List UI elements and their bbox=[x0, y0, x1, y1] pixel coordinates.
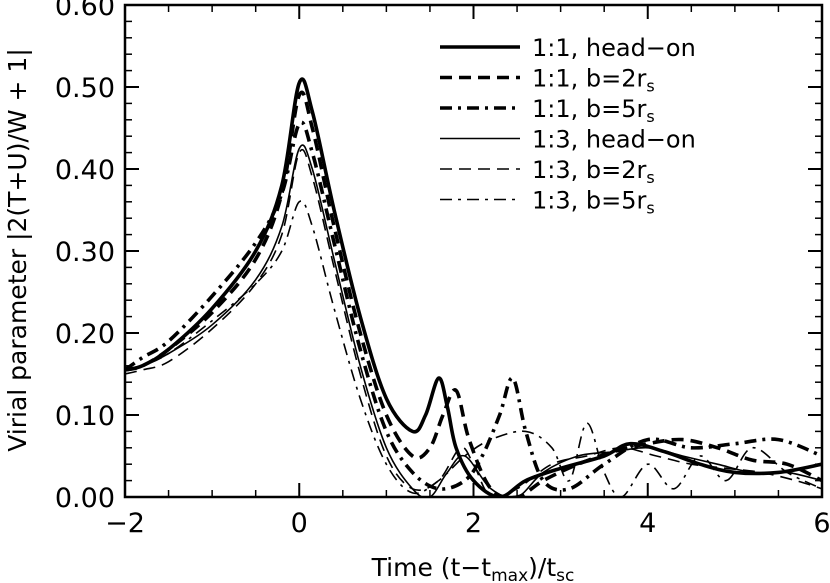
x-tick-label: 6 bbox=[813, 508, 830, 539]
series-line-2 bbox=[125, 90, 822, 497]
y-tick-label: 0.00 bbox=[55, 483, 115, 514]
x-tick-label: 0 bbox=[291, 508, 308, 539]
y-tick-label: 0.30 bbox=[55, 237, 115, 268]
series-line-1 bbox=[125, 77, 822, 497]
x-tick-label: 2 bbox=[465, 508, 482, 539]
y-axis-label: Virial parameter |2(T+U)/W + 1| bbox=[3, 48, 32, 452]
plot-frame bbox=[123, 3, 824, 499]
legend-label-1: 1:1, head−on bbox=[532, 34, 696, 62]
legend-label-6: 1:3, b=5rs bbox=[532, 187, 655, 218]
y-tick-label: 0.60 bbox=[55, 0, 115, 22]
legend-label-4: 1:3, head−on bbox=[532, 126, 696, 154]
y-tick-label: 0.50 bbox=[55, 73, 115, 104]
plot-lines bbox=[125, 77, 822, 497]
legend-label-3: 1:1, b=5rs bbox=[532, 95, 655, 126]
y-tick-label: 0.10 bbox=[55, 401, 115, 432]
x-tick-label: −2 bbox=[105, 508, 145, 539]
series-line-3 bbox=[125, 120, 822, 492]
axis-ticks: −2 0 2 4 6 0.00 0.10 0.20 0.30 0.40 0.50 0.60 bbox=[55, 0, 830, 539]
x-axis-label: Time (t−tmax)/tsc bbox=[371, 553, 575, 583]
y-tick-label: 0.40 bbox=[55, 155, 115, 186]
legend-label-5: 1:3, b=2rs bbox=[532, 156, 655, 187]
legend-label-2: 1:1, b=2rs bbox=[532, 65, 655, 96]
x-tick-label: 4 bbox=[639, 508, 656, 539]
series-line-4 bbox=[125, 144, 822, 497]
y-tick-label: 0.20 bbox=[55, 319, 115, 350]
series-line-5 bbox=[125, 148, 822, 497]
